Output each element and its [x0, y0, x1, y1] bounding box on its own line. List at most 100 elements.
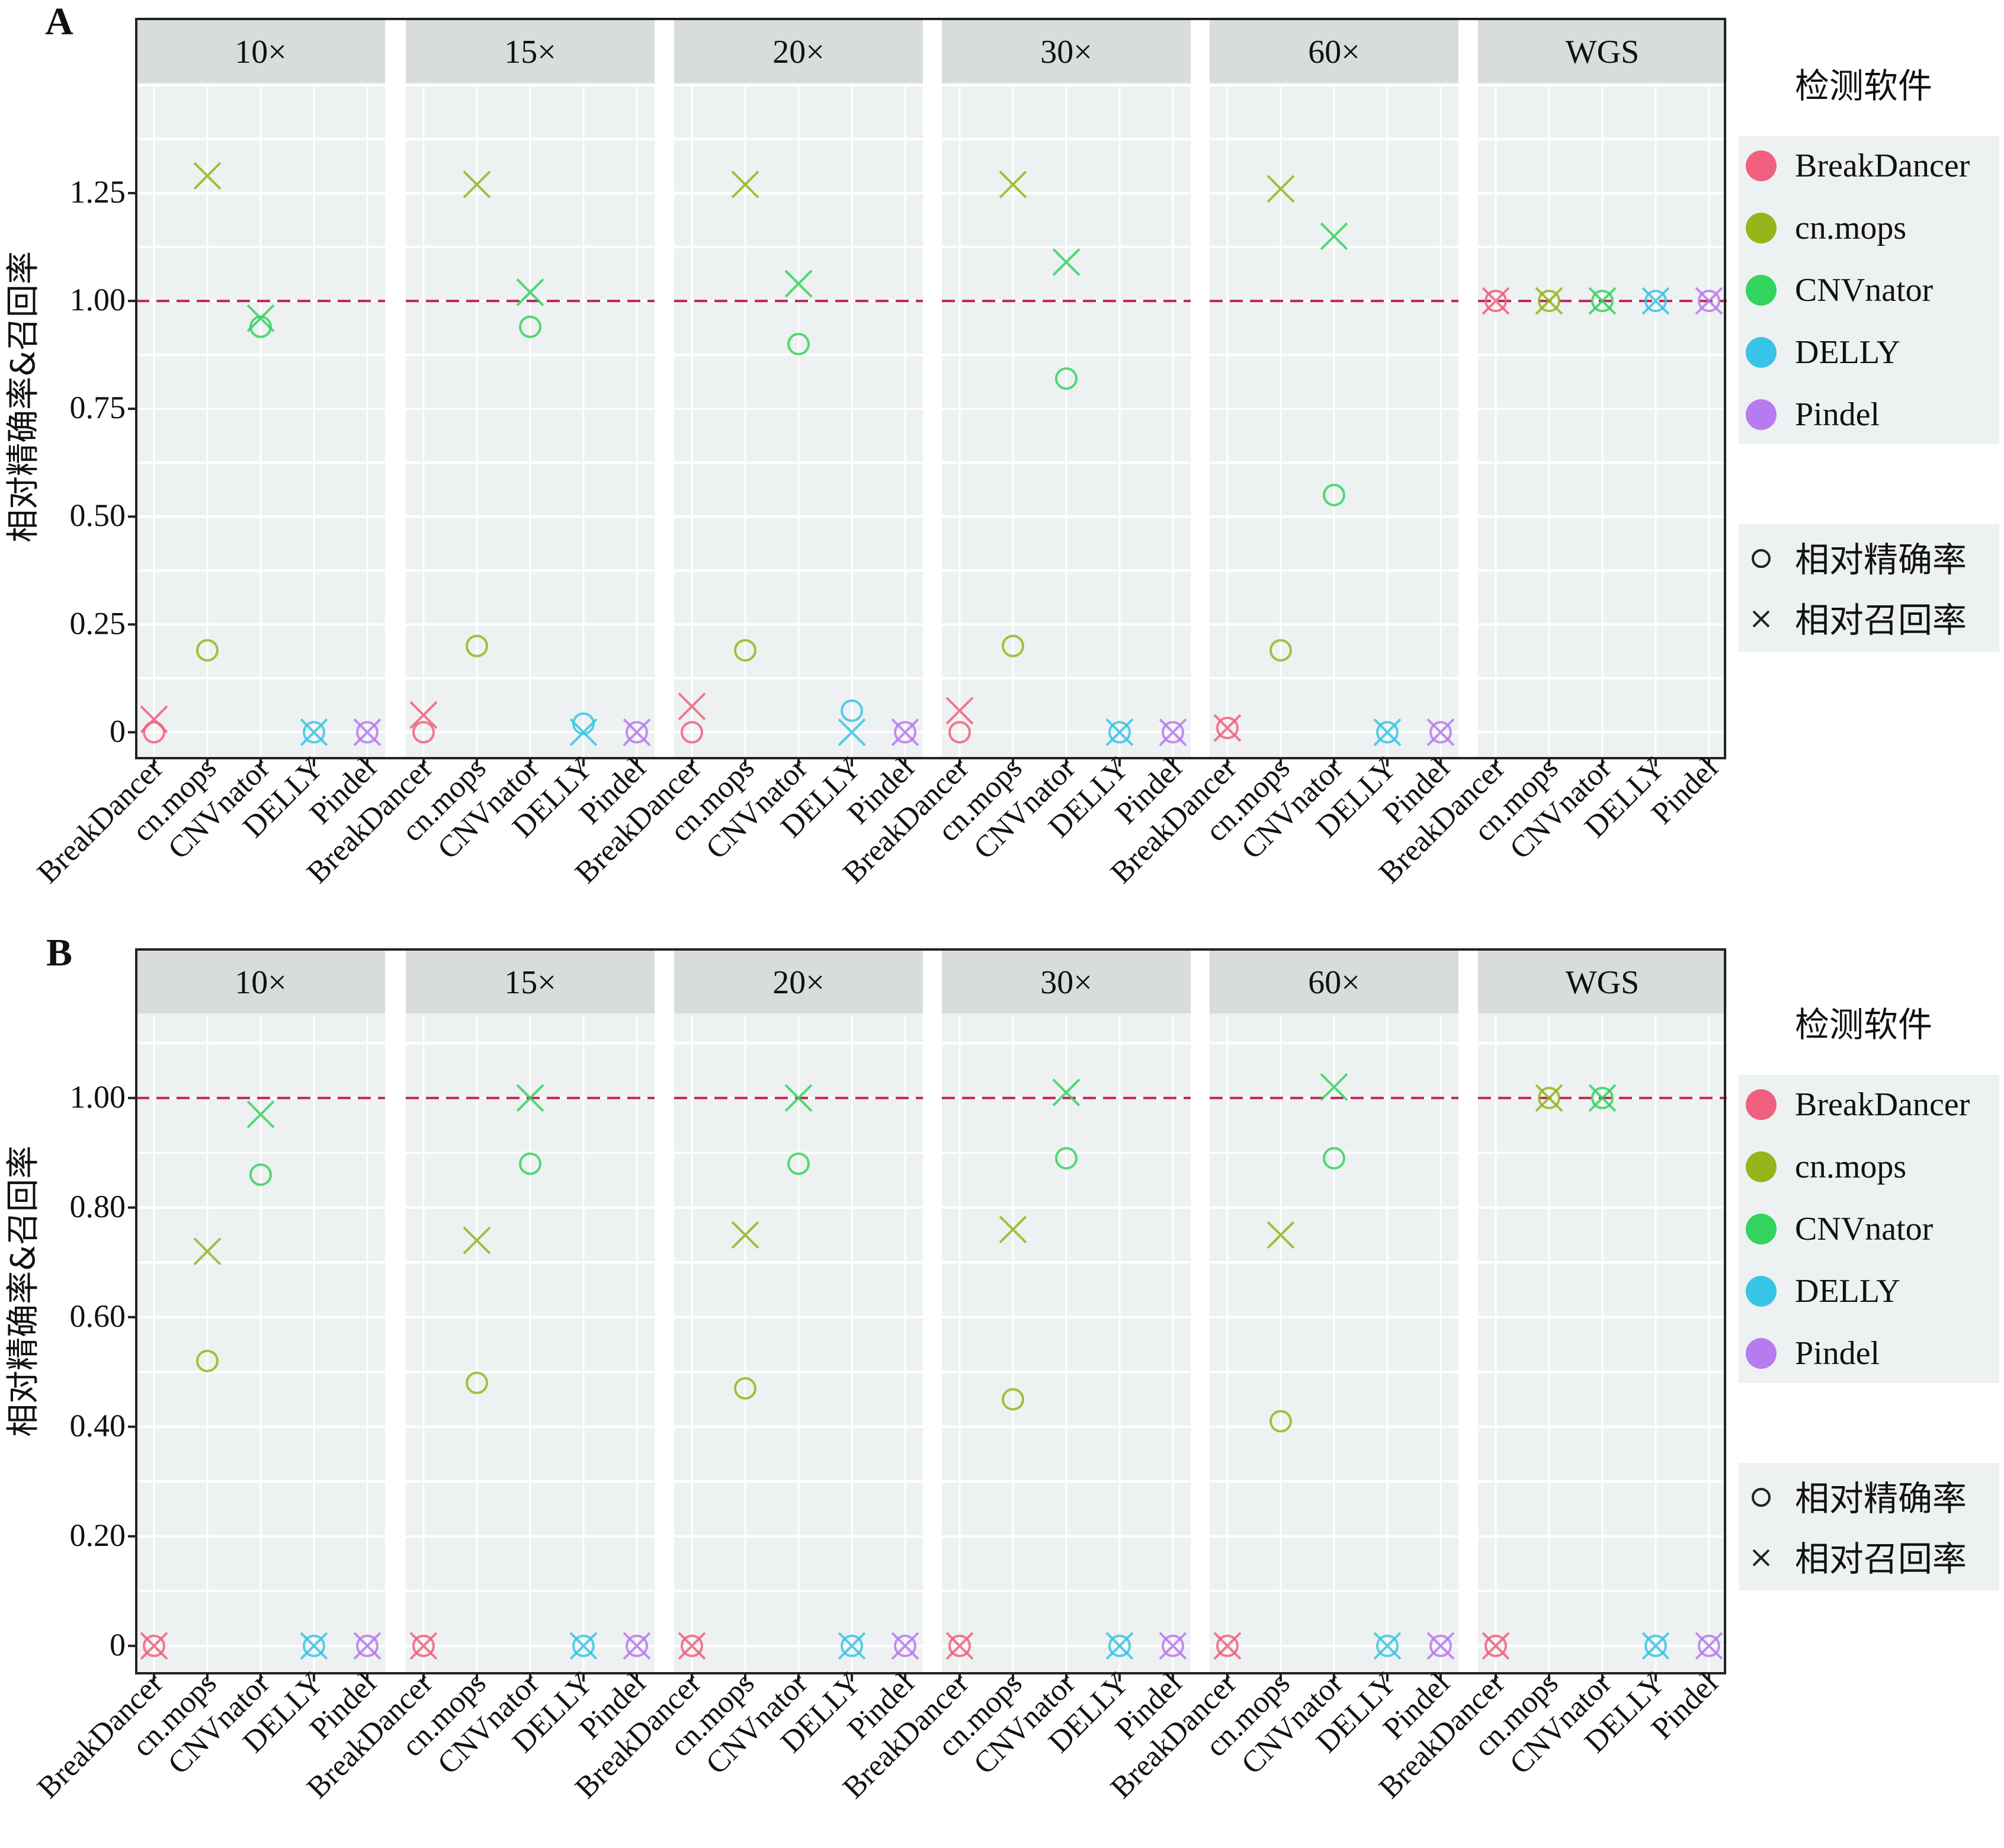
precision-point	[1429, 721, 1452, 744]
recall-point	[1159, 1632, 1187, 1660]
recall-point	[784, 1084, 813, 1112]
recall-point	[1482, 287, 1510, 315]
recall-point-stroke	[1373, 718, 1402, 746]
recall-point-stroke	[300, 718, 328, 746]
recall-point-stroke	[1105, 718, 1134, 746]
precision-point	[1376, 721, 1399, 744]
legend-swatch	[1746, 1151, 1777, 1182]
recall-point-stroke	[516, 1084, 544, 1112]
panel-B: B 10× 15× 20× 30× 60× WGS 0 0.20 0.40 0.60 0.80 1.00…	[4, 931, 1999, 1805]
precision-point	[1162, 721, 1184, 744]
precision-point	[1108, 721, 1131, 744]
precision-point	[1538, 290, 1560, 313]
precision-point	[356, 1634, 379, 1657]
recall-point-stroke	[731, 171, 759, 198]
legend-swatch	[1746, 1089, 1777, 1120]
legend-swatch	[1746, 1338, 1777, 1369]
precision-point	[1002, 634, 1024, 657]
recall-point-stroke	[246, 1101, 275, 1128]
recall-point	[623, 1632, 651, 1660]
precision-point	[1216, 1634, 1239, 1657]
recall-point	[1105, 1632, 1134, 1660]
y-tick-label: 1.00	[70, 1079, 126, 1115]
precision-point	[572, 1634, 595, 1657]
recall-point	[999, 1215, 1027, 1244]
precision-point	[787, 332, 810, 355]
y-tick-label: 0.50	[70, 498, 126, 533]
recall-point	[569, 1632, 598, 1660]
legend-item-label: cn.mops	[1795, 210, 1906, 246]
recall-point	[1482, 1632, 1510, 1660]
shape-legend-label: 相对精确率	[1795, 540, 1967, 580]
precision-point	[143, 721, 165, 744]
facet-label: WGS	[1566, 34, 1639, 70]
recall-point-stroke	[1373, 1632, 1402, 1660]
precision-point	[734, 1377, 756, 1400]
precision-point	[1216, 717, 1239, 740]
recall-point-stroke	[1695, 1632, 1723, 1660]
y-tick-label: 0.40	[70, 1408, 126, 1443]
legend-item-label: CNVnator	[1795, 1211, 1934, 1247]
recall-point	[678, 1632, 706, 1660]
recall-point-stroke	[623, 1632, 651, 1660]
recall-point	[784, 270, 813, 298]
recall-point-stroke	[1159, 1632, 1187, 1660]
precision-point	[948, 721, 971, 744]
precision-point	[1323, 1147, 1345, 1170]
recall-point	[1052, 248, 1080, 276]
recall-point	[409, 701, 438, 729]
recall-point-stroke	[300, 1632, 328, 1660]
precision-point	[894, 721, 916, 744]
precision-point	[681, 721, 703, 744]
facet-label: 30×	[1040, 964, 1092, 1001]
precision-point	[196, 1349, 219, 1372]
precision-point	[1108, 1634, 1131, 1657]
precision-point	[626, 721, 648, 744]
precision-point	[948, 1634, 971, 1657]
precision-point	[303, 721, 325, 744]
recall-point-stroke	[1641, 1632, 1670, 1660]
y-tick-label: 0	[110, 713, 126, 749]
recall-point-stroke	[193, 1237, 222, 1266]
recall-point	[731, 1221, 759, 1249]
recall-point-stroke	[838, 1632, 866, 1660]
recall-point-stroke	[246, 304, 275, 332]
facet-strip	[1478, 19, 1727, 83]
recall-point-stroke	[838, 718, 866, 746]
recall-point-stroke	[1426, 718, 1455, 746]
recall-point	[731, 171, 759, 198]
legend-box	[1739, 136, 1999, 444]
legend-swatch	[1746, 1214, 1777, 1244]
legend-item-label: BreakDancer	[1795, 1086, 1970, 1123]
shape-legend-box	[1739, 524, 1999, 652]
recall-point	[1052, 1079, 1080, 1106]
recall-point-stroke	[1266, 175, 1295, 203]
recall-point	[1266, 1221, 1295, 1249]
y-axis-title: 相对精确率&召回率	[4, 251, 43, 543]
legend-item-label: cn.mops	[1795, 1148, 1906, 1185]
recall-point	[1426, 718, 1455, 746]
recall-point-stroke	[1426, 1632, 1455, 1660]
recall-point	[1373, 718, 1402, 746]
recall-point	[838, 1632, 866, 1660]
precision-point	[466, 1371, 488, 1394]
facet-label: 60×	[1308, 964, 1360, 1001]
recall-point-stroke	[1535, 287, 1563, 315]
precision-point	[1055, 367, 1078, 390]
y-tick-label: 0.75	[70, 390, 126, 425]
y-tick-label: 0.25	[70, 605, 126, 641]
recall-point	[300, 1632, 328, 1660]
recall-point-stroke	[999, 171, 1027, 198]
recall-point	[140, 1632, 168, 1660]
precision-point	[143, 1634, 165, 1657]
recall-point-stroke	[784, 270, 813, 298]
shape-legend-label: 相对召回率	[1795, 1539, 1967, 1579]
shape-legend-label: 相对召回率	[1795, 600, 1967, 640]
recall-point-stroke	[463, 1226, 491, 1255]
recall-point-stroke	[1535, 1084, 1563, 1112]
precision-point	[1269, 1410, 1292, 1433]
legend-item-label: DELLY	[1795, 334, 1900, 371]
precision-point	[412, 1634, 435, 1657]
recall-point-stroke	[1266, 1221, 1295, 1249]
precision-point	[1429, 1634, 1452, 1657]
